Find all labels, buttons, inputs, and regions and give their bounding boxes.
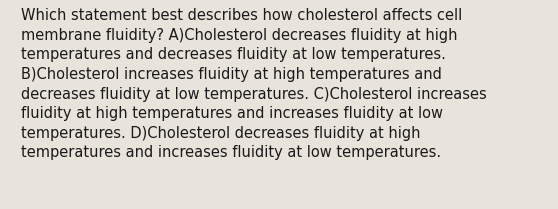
- Text: Which statement best describes how cholesterol affects cell
membrane fluidity? A: Which statement best describes how chole…: [21, 8, 487, 160]
